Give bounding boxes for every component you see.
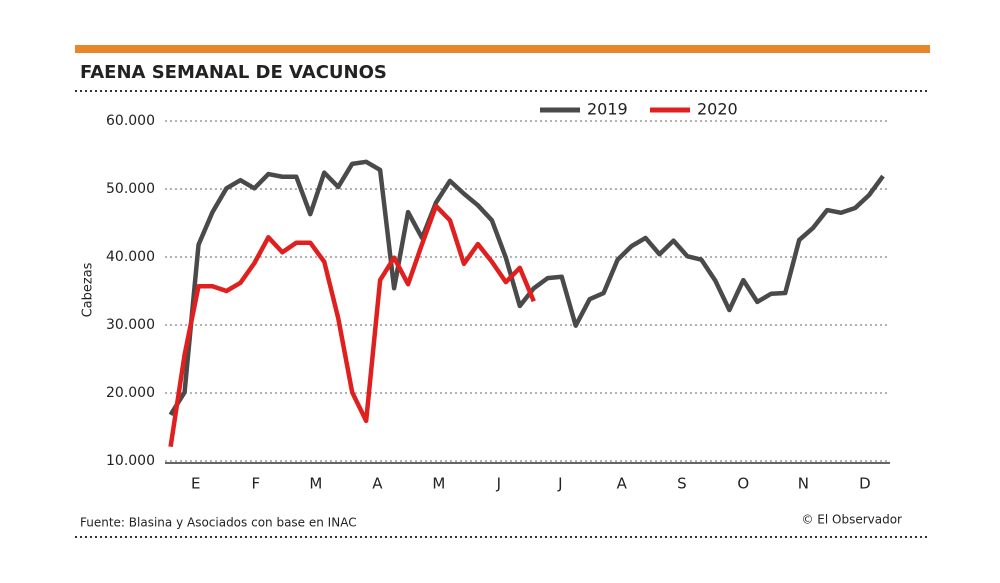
series-line (168, 203, 536, 448)
y-tick-label: 60.000 (106, 113, 155, 129)
credit: © El Observador (801, 513, 902, 527)
y-tick-label: 20.000 (106, 385, 155, 401)
x-tick-label: F (251, 475, 260, 493)
x-tick-label: J (496, 475, 501, 493)
chart-title: FAENA SEMANAL DE VACUNOS (80, 62, 387, 83)
x-tick-label: M (432, 475, 445, 493)
y-tick-label: 40.000 (106, 249, 155, 265)
x-tick-label: S (677, 475, 687, 493)
x-tick-label: E (191, 475, 200, 493)
y-tick-label: 50.000 (106, 181, 155, 197)
top-bar (75, 45, 930, 53)
y-tick-label: 30.000 (106, 317, 155, 333)
source: Fuente: Blasina y Asociados con base en … (80, 516, 357, 530)
y-tick-label: 10.000 (106, 453, 155, 469)
legend-label: 2019 (587, 100, 628, 119)
series-line (168, 159, 885, 416)
x-tick-label: A (617, 475, 628, 493)
x-tick-label: D (859, 475, 871, 493)
x-tick-label: A (372, 475, 383, 493)
x-tick-label: O (737, 475, 749, 493)
legend-label: 2020 (697, 100, 738, 119)
x-tick-label: J (557, 475, 562, 493)
x-tick-label: N (798, 475, 809, 493)
y-axis-label: Cabezas (81, 262, 96, 317)
x-tick-label: M (309, 475, 322, 493)
